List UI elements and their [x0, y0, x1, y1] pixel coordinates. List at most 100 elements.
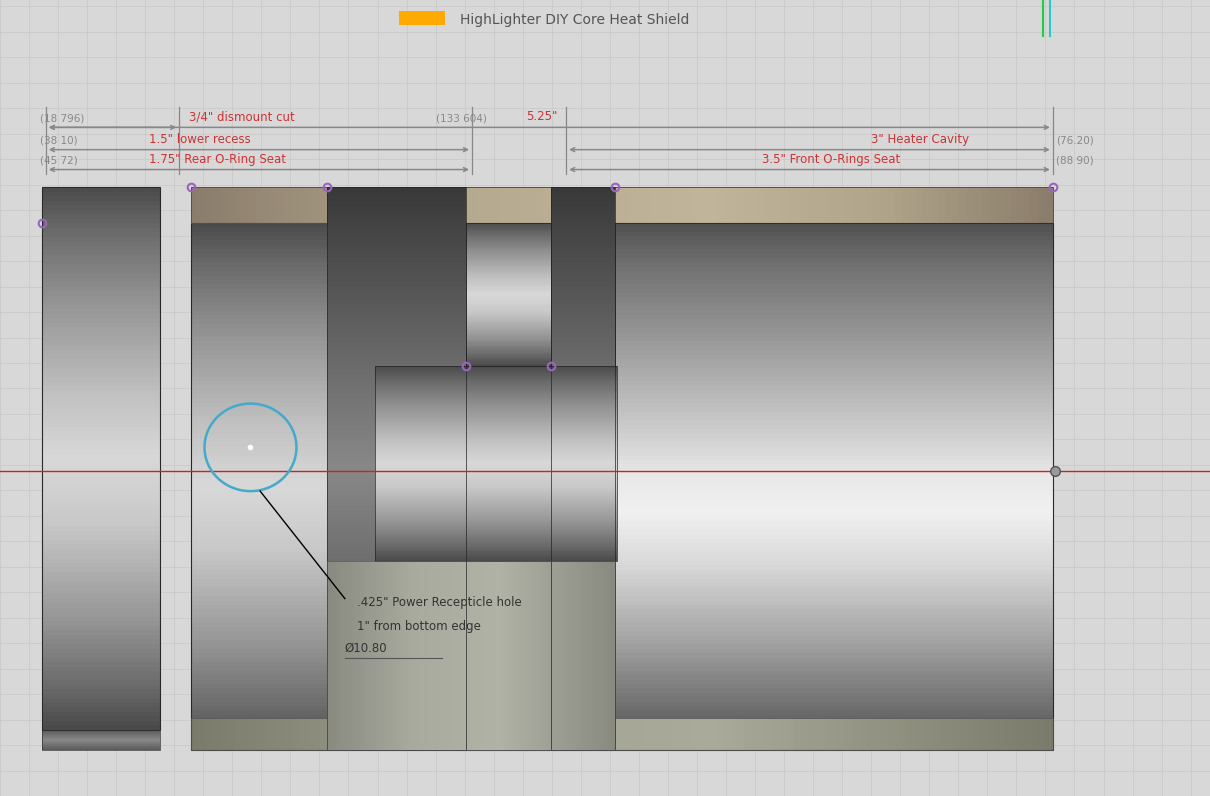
Bar: [471, 561, 473, 750]
Bar: [466, 228, 551, 229]
Bar: [551, 693, 615, 698]
Bar: [607, 187, 615, 223]
Bar: [198, 718, 206, 750]
Bar: [42, 499, 160, 504]
Bar: [551, 685, 615, 689]
Bar: [327, 417, 466, 422]
Bar: [541, 561, 543, 750]
Bar: [744, 718, 751, 750]
Bar: [191, 649, 1053, 654]
Bar: [551, 388, 615, 393]
Bar: [191, 517, 1053, 521]
Bar: [615, 319, 1053, 324]
Bar: [42, 278, 160, 282]
Bar: [327, 604, 466, 609]
Bar: [191, 333, 1053, 337]
Bar: [974, 187, 981, 223]
Bar: [313, 187, 321, 223]
Bar: [751, 718, 759, 750]
Bar: [191, 284, 1053, 289]
Bar: [327, 187, 466, 192]
Bar: [375, 380, 617, 382]
Bar: [191, 412, 1053, 416]
Bar: [375, 449, 617, 451]
Bar: [42, 400, 160, 404]
Bar: [191, 689, 1053, 693]
Bar: [466, 264, 551, 266]
Bar: [375, 493, 617, 494]
Bar: [327, 525, 466, 529]
Bar: [551, 633, 615, 638]
Bar: [375, 533, 617, 535]
Bar: [375, 452, 617, 454]
Bar: [466, 309, 551, 310]
Bar: [615, 355, 1053, 359]
Bar: [375, 485, 617, 486]
Bar: [327, 244, 466, 248]
Bar: [679, 718, 686, 750]
Bar: [534, 561, 536, 750]
Bar: [191, 697, 1053, 701]
Bar: [466, 358, 551, 359]
Bar: [823, 187, 830, 223]
Bar: [42, 730, 160, 750]
Bar: [615, 302, 1053, 306]
Bar: [191, 666, 1053, 671]
Bar: [615, 504, 1053, 509]
Bar: [615, 724, 1053, 728]
Bar: [551, 445, 615, 450]
Bar: [586, 561, 588, 750]
Bar: [42, 599, 160, 603]
Bar: [551, 244, 615, 248]
Bar: [466, 352, 551, 353]
Bar: [466, 331, 551, 333]
Bar: [375, 444, 617, 446]
Bar: [615, 473, 1053, 478]
Bar: [551, 440, 615, 445]
Bar: [466, 266, 551, 267]
Bar: [375, 506, 617, 508]
Bar: [808, 187, 816, 223]
Bar: [859, 187, 866, 223]
Bar: [191, 324, 1053, 328]
Bar: [327, 717, 466, 722]
Bar: [327, 656, 466, 661]
Bar: [466, 359, 551, 360]
Bar: [551, 210, 615, 215]
Bar: [191, 473, 1053, 478]
Bar: [191, 736, 1053, 741]
Bar: [466, 289, 551, 290]
Bar: [722, 718, 730, 750]
Bar: [636, 718, 644, 750]
Bar: [468, 561, 471, 750]
Bar: [321, 718, 328, 750]
Bar: [284, 187, 292, 223]
Bar: [466, 224, 551, 225]
Bar: [551, 346, 615, 351]
Bar: [558, 187, 565, 223]
Bar: [615, 605, 1053, 609]
Bar: [255, 187, 263, 223]
Bar: [551, 586, 615, 591]
Bar: [42, 192, 160, 196]
Bar: [235, 187, 242, 223]
Bar: [466, 223, 551, 224]
Bar: [565, 718, 571, 750]
Bar: [198, 187, 206, 223]
Bar: [551, 614, 615, 618]
Bar: [519, 561, 522, 750]
Bar: [42, 386, 160, 391]
Bar: [375, 454, 617, 455]
Bar: [375, 441, 617, 443]
Bar: [327, 511, 466, 515]
Bar: [356, 187, 363, 223]
Bar: [375, 368, 617, 369]
Bar: [466, 318, 551, 319]
Bar: [615, 390, 1053, 394]
Bar: [715, 718, 722, 750]
Bar: [466, 272, 551, 273]
Bar: [466, 338, 551, 339]
Bar: [375, 469, 617, 470]
Bar: [615, 429, 1053, 434]
Bar: [42, 282, 160, 287]
